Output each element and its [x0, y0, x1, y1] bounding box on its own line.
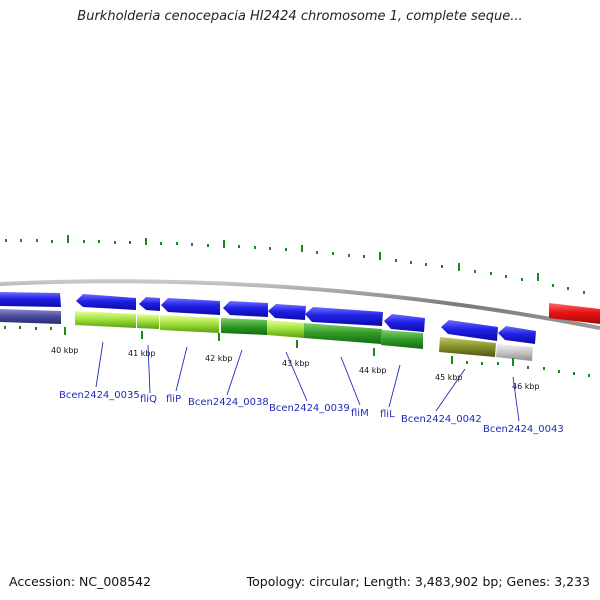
- gene-bcen2424-0042[interactable]: [441, 320, 498, 341]
- scale-label-42: 42 kbp: [205, 354, 233, 363]
- gene-label-flip[interactable]: fliP: [166, 394, 181, 405]
- gene-flil[interactable]: [384, 314, 425, 332]
- gene-label-flil[interactable]: fliL: [380, 409, 395, 420]
- gene-fliq[interactable]: [139, 297, 160, 311]
- scale-label-44: 44 kbp: [359, 366, 387, 375]
- accession-text: Accession: NC_008542: [9, 574, 152, 589]
- gc-content-track-upper: [5, 235, 585, 294]
- gene-reverse-right[interactable]: [549, 303, 600, 324]
- gene-flip[interactable]: [161, 298, 220, 315]
- chromosome-backbone: [0, 279, 600, 330]
- function-category-track: [0, 309, 533, 361]
- gene-label-bcen2424-0039[interactable]: Bcen2424_0039: [269, 403, 350, 414]
- scale-label-45: 45 kbp: [435, 373, 463, 382]
- gene-left-upper[interactable]: [0, 292, 61, 307]
- gene-leader-lines: [95, 341, 520, 422]
- gene-label-bcen2424-0035[interactable]: Bcen2424_0035: [59, 390, 140, 401]
- gene-flim[interactable]: [305, 307, 383, 326]
- gene-label-bcen2424-0042[interactable]: Bcen2424_0042: [401, 414, 482, 425]
- gene-labels: Bcen2424_0035 fliQ fliP Bcen2424_0038 Bc…: [59, 390, 564, 435]
- scale-label-43: 43 kbp: [282, 359, 310, 368]
- scale-label-41: 41 kbp: [128, 349, 156, 358]
- scale-label-40: 40 kbp: [51, 346, 79, 355]
- map-title: Burkholderia cenocepacia HI2424 chromoso…: [77, 9, 523, 24]
- forward-strand-track: [0, 292, 536, 344]
- gene-bcen2424-0038[interactable]: [223, 301, 268, 317]
- gene-label-fliq[interactable]: fliQ: [140, 394, 157, 405]
- gene-label-bcen2424-0038[interactable]: Bcen2424_0038: [188, 397, 269, 408]
- gene-label-bcen2424-0043[interactable]: Bcen2424_0043: [483, 424, 564, 435]
- gene-bcen2424-0039[interactable]: [268, 304, 306, 320]
- scale-labels: 40 kbp 41 kbp 42 kbp 43 kbp 44 kbp 45 kb…: [51, 346, 540, 391]
- scale-label-46: 46 kbp: [512, 382, 540, 391]
- gene-bcen2424-0043[interactable]: [498, 326, 536, 344]
- gene-bcen2424-0035[interactable]: [76, 294, 136, 310]
- gene-label-flim[interactable]: fliM: [351, 408, 369, 419]
- topology-summary: Topology: circular; Length: 3,483,902 bp…: [246, 574, 590, 589]
- gc-skew-track-lower: [4, 326, 590, 377]
